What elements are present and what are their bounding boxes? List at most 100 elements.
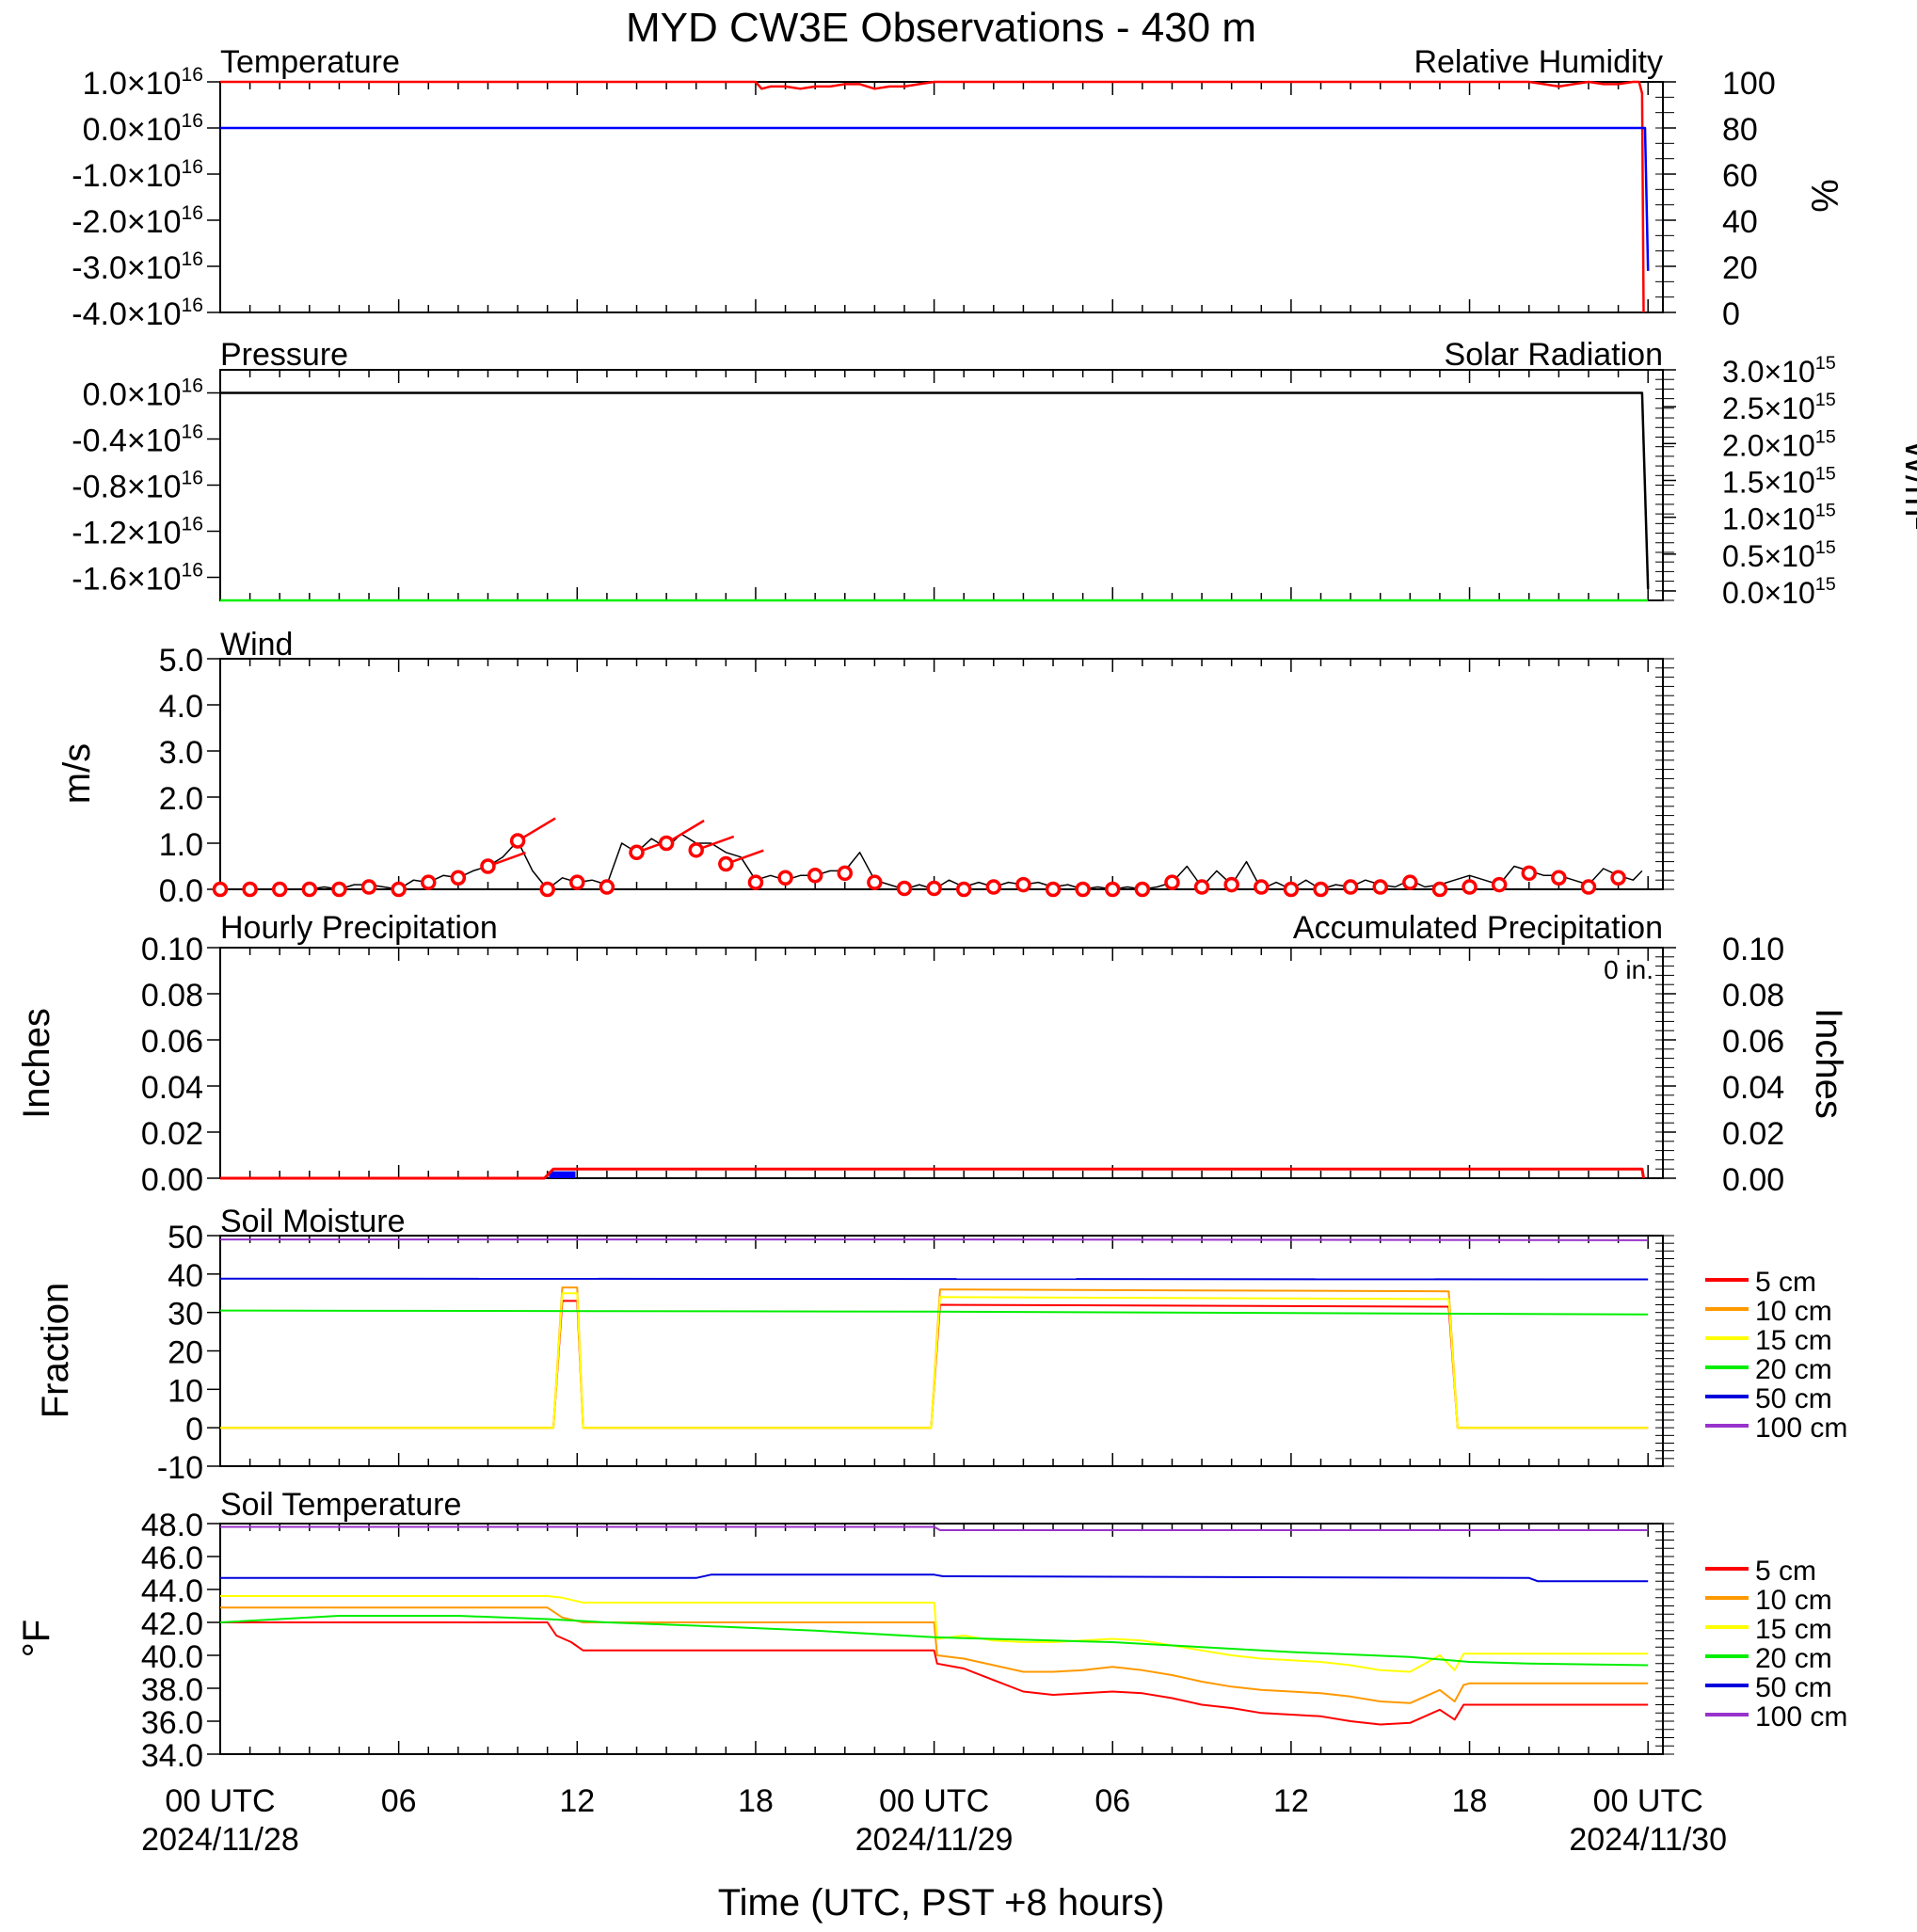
y2-tick-label: 0.0×1015 [1722,574,1836,610]
wind-marker [421,874,437,890]
y-tick-label: 36.0 [141,1705,203,1741]
y-tick-label: 40.0 [141,1639,203,1675]
y-tick-label: -4.0×1016 [72,295,203,332]
wind-marker [1610,870,1626,886]
y-tick-label: 48.0 [141,1508,203,1543]
y-tick-label: -1.2×1016 [72,514,203,551]
legend-label: 100 cm [1755,1701,1847,1732]
wind-marker [301,881,318,898]
wind-marker [1431,881,1448,898]
precip-total-label: 0 in. [1604,955,1653,984]
wind-marker [1075,881,1091,898]
legend-label: 50 cm [1755,1672,1832,1703]
wind-marker [450,870,467,886]
y2-unit-label: % [1803,179,1845,213]
legend-label: 100 cm [1755,1413,1847,1444]
y-tick-label: -2.0×1016 [72,202,203,240]
wind-marker [1491,876,1508,893]
y-tick-label: 1.0×1016 [83,64,203,102]
wind-marker [1551,870,1567,886]
y-unit-label: °F [16,1620,57,1657]
wind-marker [1223,876,1239,893]
x-tick-label: 18 [738,1783,774,1819]
wind-marker [1254,879,1270,895]
x-tick-label: 12 [1273,1783,1309,1819]
panel-right-title: Solar Radiation [1445,337,1663,373]
panel-precip-frame [219,947,1664,1179]
wind-marker [569,874,585,890]
wind-marker [985,879,1002,895]
y-tick-label: 20 [168,1335,203,1371]
panel-left-title: Soil Temperature [220,1487,461,1523]
wind-marker [1164,874,1180,890]
wind-marker [1045,881,1062,898]
wind-marker [807,868,823,884]
y-tick-label: 0.10 [141,932,203,967]
wind-marker [1015,876,1031,893]
rh-line [220,80,1645,313]
y-tick-label: -3.0×1016 [72,248,203,286]
wind-marker [1313,881,1329,898]
y2-tick-label: 0.06 [1722,1024,1784,1060]
y-tick-label: 46.0 [141,1541,203,1576]
wind-marker [1342,879,1359,895]
y-tick-label: 10 [168,1373,203,1409]
y-tick-label: 0.08 [141,978,203,1014]
wind-marker [955,881,972,898]
x-date-label: 2024/11/28 [141,1822,299,1858]
wind-marker [926,880,942,897]
y-tick-label: 0.0×1016 [83,110,203,148]
x-tick-label: 06 [381,1783,417,1819]
soil-moisture-line [220,1300,1649,1429]
panel-wind-frame [219,658,1664,890]
y2-tick-label: 2.5×1015 [1722,390,1836,425]
y2-tick-label: 0.00 [1722,1162,1784,1198]
wind-marker [271,881,288,898]
x-tick-label: 00 UTC [879,1783,989,1819]
wind-marker [747,874,764,890]
wind-marker [1104,881,1121,898]
y-tick-label: 40 [168,1258,203,1294]
y-unit-label: Inches [16,1008,57,1119]
legend-label: 10 cm [1755,1585,1832,1616]
y2-tick-label: 20 [1722,250,1758,286]
y-tick-label: 42.0 [141,1606,203,1642]
wind-marker [629,844,645,861]
temperature-line [220,126,1650,271]
y2-tick-label: 100 [1722,66,1776,102]
y-tick-label: 2.0 [159,781,203,817]
y-tick-label: 38.0 [141,1672,203,1708]
soil-moisture-line [220,1286,1649,1429]
legend-label: 50 cm [1755,1383,1832,1414]
wind-marker [599,879,615,895]
wind-marker [1193,879,1210,895]
wind-marker [1580,879,1597,895]
y2-tick-label: 0.02 [1722,1116,1784,1152]
y2-tick-label: 2.0×1015 [1722,426,1836,462]
wind-marker [539,881,555,898]
legend-label: 20 cm [1755,1354,1832,1385]
y-tick-label: 5.0 [159,643,203,679]
x-tick-label: 18 [1452,1783,1488,1819]
y-tick-label: -0.8×1016 [72,468,203,505]
panel-soil-moisture [219,1235,1664,1467]
x-tick-label: 12 [559,1783,595,1819]
panel-precip [219,947,1664,1179]
y2-tick-label: 1.5×1015 [1722,464,1836,500]
legend-label: 5 cm [1755,1556,1816,1587]
y-tick-label: -1.6×1016 [72,560,203,598]
y2-tick-label: 0.08 [1722,978,1784,1014]
wind-marker [242,881,258,898]
y2-tick-label: 0 [1722,296,1740,332]
x-date-label: 2024/11/30 [1569,1822,1727,1858]
y-tick-label: 0.00 [141,1162,203,1198]
wind-marker [480,858,496,874]
pressure-line [220,391,1650,589]
wind-marker [1134,881,1151,898]
wind-marker [1462,879,1478,895]
y-tick-label: 0.02 [141,1116,203,1152]
soil-moisture-line [220,1238,1649,1241]
wind-marker [1402,874,1418,890]
y-unit-label: m/s [56,743,98,804]
